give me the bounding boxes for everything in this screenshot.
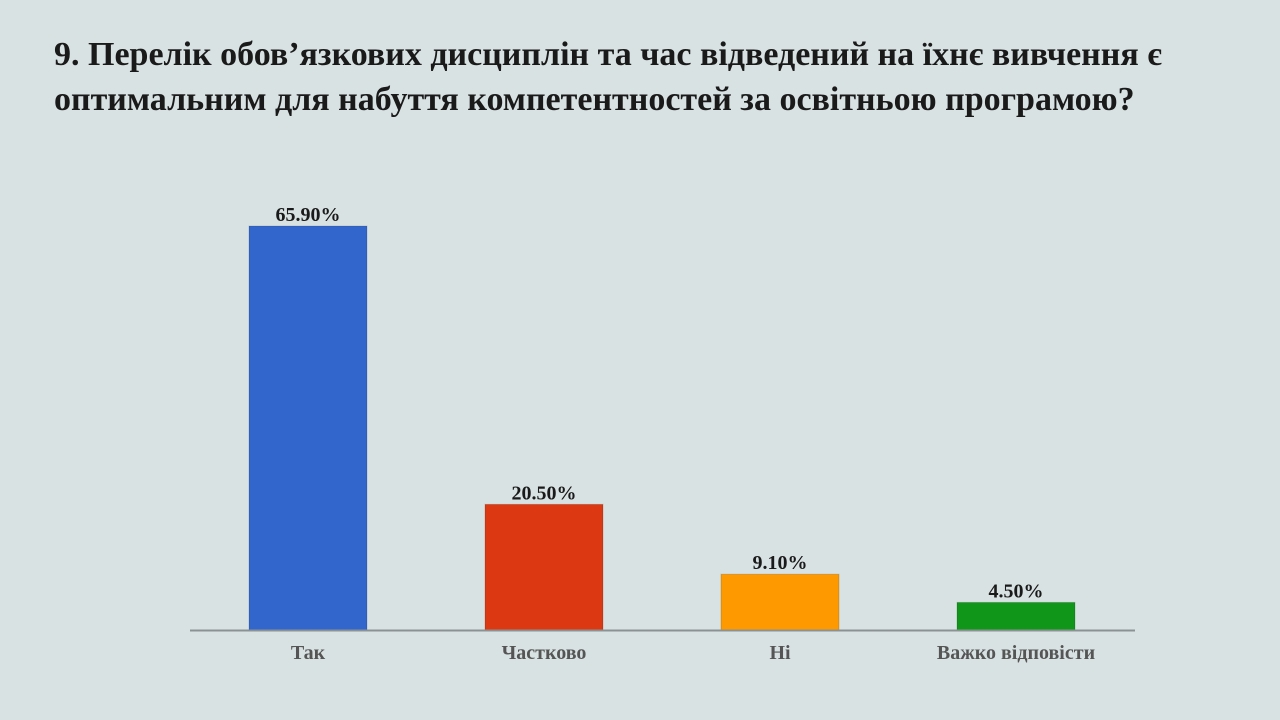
value-label-3: 4.50% bbox=[989, 580, 1044, 602]
bar-0 bbox=[248, 225, 368, 631]
bar-3 bbox=[956, 601, 1076, 631]
value-label-2: 9.10% bbox=[753, 552, 808, 574]
tick-label-0: Так bbox=[291, 642, 326, 664]
bars-group bbox=[248, 225, 1076, 631]
tick-label-3: Важко відповісти bbox=[937, 642, 1095, 664]
tick-labels-group: Так Частково Ні Важко відповісти bbox=[291, 642, 1095, 664]
tick-label-1: Частково bbox=[502, 642, 587, 664]
value-label-0: 65.90% bbox=[276, 204, 341, 226]
tick-label-2: Ні bbox=[769, 642, 791, 664]
value-label-1: 20.50% bbox=[512, 482, 577, 504]
bar-1 bbox=[484, 503, 604, 631]
slide-title: 9. Перелік обов’язкових дисциплін та час… bbox=[54, 36, 1162, 118]
bar-2 bbox=[720, 573, 840, 631]
value-labels-group: 65.90% 20.50% 9.10% 4.50% bbox=[276, 204, 1044, 602]
